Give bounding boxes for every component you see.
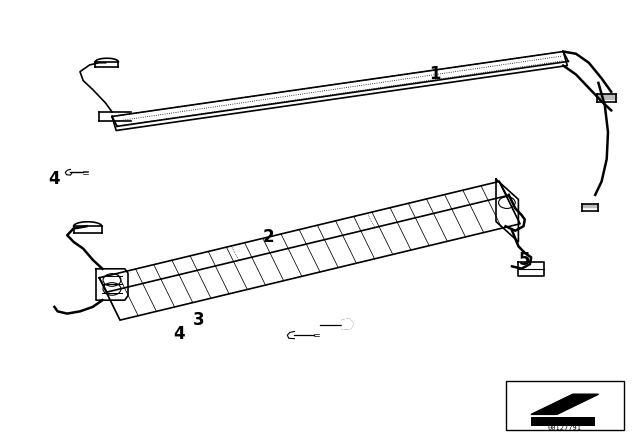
Text: 2: 2 bbox=[263, 228, 275, 246]
Polygon shape bbox=[582, 204, 598, 207]
Text: 4: 4 bbox=[49, 170, 60, 188]
Bar bbox=[506, 381, 624, 430]
Bar bbox=[531, 417, 595, 426]
Text: 00127791: 00127791 bbox=[547, 425, 582, 431]
Text: 1: 1 bbox=[429, 65, 441, 83]
Polygon shape bbox=[531, 394, 598, 414]
Text: 4: 4 bbox=[173, 325, 185, 343]
Polygon shape bbox=[342, 319, 353, 329]
Text: 3: 3 bbox=[193, 311, 204, 329]
Text: 5: 5 bbox=[519, 251, 531, 269]
Polygon shape bbox=[597, 94, 616, 99]
